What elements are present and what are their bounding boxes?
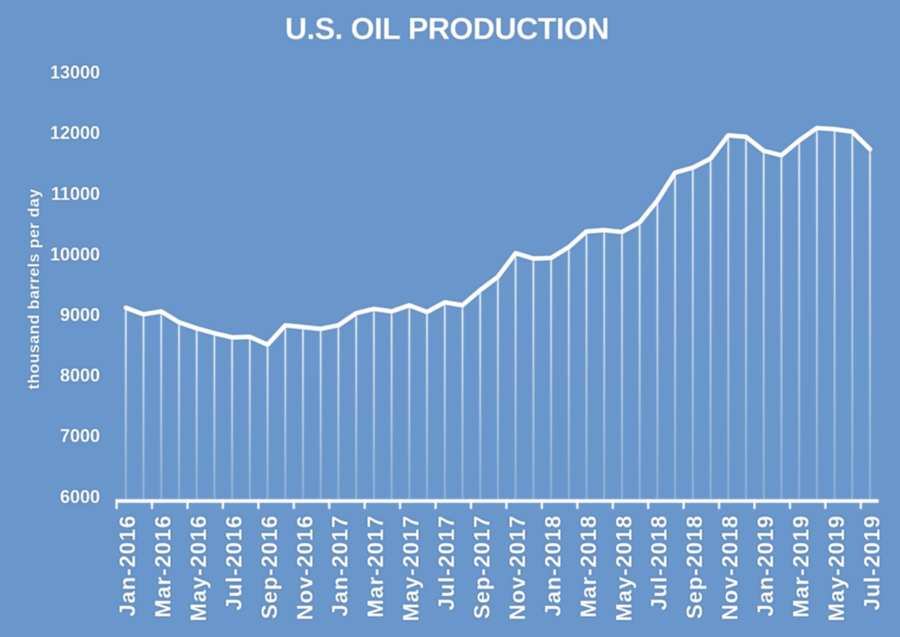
svg-text:10000: 10000 [50,244,100,264]
svg-text:Mar-2017: Mar-2017 [363,515,388,618]
svg-text:Sep-2017: Sep-2017 [470,515,495,619]
svg-text:7000: 7000 [60,426,100,446]
svg-text:May-2018: May-2018 [611,515,636,622]
svg-text:Nov-2017: Nov-2017 [505,515,530,620]
svg-text:Sep-2018: Sep-2018 [682,515,707,619]
svg-text:Mar-2018: Mar-2018 [576,515,601,618]
svg-text:6000: 6000 [60,487,100,507]
svg-text:9000: 9000 [60,305,100,325]
svg-text:Nov-2018: Nov-2018 [718,515,743,620]
svg-text:Mar-2019: Mar-2019 [789,515,814,618]
svg-text:Nov-2016: Nov-2016 [292,515,317,620]
svg-text:8000: 8000 [60,366,100,386]
svg-text:Jul-2017: Jul-2017 [434,515,459,611]
svg-text:Sep-2016: Sep-2016 [257,515,282,619]
svg-text:Jul-2016: Jul-2016 [221,515,246,611]
svg-text:May-2016: May-2016 [186,515,211,622]
svg-text:May-2017: May-2017 [399,515,424,622]
svg-text:11000: 11000 [51,184,100,204]
svg-text:Jan-2019: Jan-2019 [753,515,778,617]
svg-text:U.S. OIL PRODUCTION: U.S. OIL PRODUCTION [285,12,609,46]
svg-text:13000: 13000 [50,63,100,83]
svg-text:Jan-2016: Jan-2016 [115,515,140,617]
svg-text:thousand barrels per day: thousand barrels per day [26,189,43,390]
svg-text:Jan-2017: Jan-2017 [328,515,353,617]
svg-text:Jul-2018: Jul-2018 [647,515,672,611]
svg-text:Mar-2016: Mar-2016 [151,515,176,618]
svg-text:Jan-2018: Jan-2018 [540,515,565,617]
svg-text:Jul-2019: Jul-2019 [859,515,884,611]
svg-text:May-2019: May-2019 [824,515,849,622]
svg-text:12000: 12000 [50,123,100,143]
